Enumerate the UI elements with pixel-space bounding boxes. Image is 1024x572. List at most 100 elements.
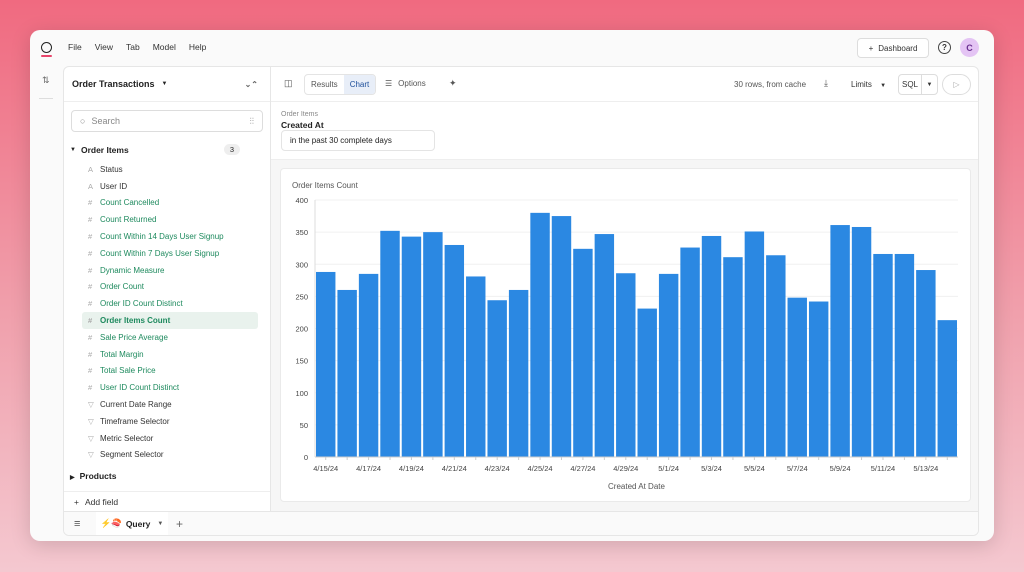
field-label: Current Date Range bbox=[100, 400, 172, 410]
field-item[interactable]: # Order Count bbox=[82, 279, 258, 296]
options-button[interactable]: ☰ Options bbox=[385, 79, 426, 88]
field-item[interactable]: # Total Sale Price bbox=[82, 363, 258, 380]
field-label: Count Within 7 Days User Signup bbox=[100, 248, 220, 258]
bar bbox=[551, 216, 572, 457]
collapse-icon[interactable]: ⌄⌃ bbox=[244, 79, 258, 89]
add-field-button[interactable]: + Add field bbox=[64, 491, 270, 511]
field-label: Timeframe Selector bbox=[100, 416, 170, 426]
bar bbox=[744, 231, 765, 457]
hash-icon: # bbox=[88, 349, 93, 359]
bar bbox=[808, 301, 829, 457]
bar bbox=[616, 273, 636, 457]
play-icon: ▷ bbox=[953, 80, 960, 89]
field-label: User ID Count Distinct bbox=[100, 383, 180, 393]
field-label: Count Cancelled bbox=[100, 198, 160, 208]
field-item[interactable]: A User ID bbox=[82, 178, 258, 195]
menu-model[interactable]: Model bbox=[152, 42, 176, 52]
menubar: File View Tab Model Help + Dashboard ? C bbox=[30, 30, 994, 66]
menu-help[interactable]: Help bbox=[188, 42, 207, 52]
x-tick-label: 4/15/24 bbox=[313, 464, 338, 473]
bar bbox=[573, 248, 593, 457]
caret-down-icon[interactable]: ▼ bbox=[157, 520, 164, 527]
hash-icon: # bbox=[88, 332, 93, 342]
tab-emoji: ⚡🍣 bbox=[100, 518, 122, 528]
menu-icon[interactable]: ≡ bbox=[74, 518, 81, 530]
field-item[interactable]: # Dynamic Measure bbox=[82, 262, 258, 279]
hash-icon: # bbox=[88, 366, 93, 376]
field-label: User ID bbox=[100, 181, 128, 191]
field-label: Sale Price Average bbox=[100, 332, 168, 342]
group-products[interactable]: ▶ Products bbox=[70, 471, 116, 481]
filter-view-label: Order Items bbox=[281, 111, 318, 118]
filter-icon: ▽ bbox=[88, 433, 94, 443]
new-tab-button[interactable]: + bbox=[176, 517, 184, 531]
caret-down-icon[interactable]: ▼ bbox=[926, 81, 933, 88]
field-item[interactable]: ▽ Segment Selector bbox=[82, 447, 258, 464]
bar bbox=[337, 289, 357, 457]
y-tick-label: 100 bbox=[295, 389, 308, 398]
field-item[interactable]: ▽ Metric Selector bbox=[82, 430, 258, 447]
search-input[interactable]: ○ Search ⫶⫶ bbox=[71, 110, 263, 132]
limits-label: Limits bbox=[851, 80, 872, 89]
search-placeholder: Search bbox=[91, 116, 120, 126]
bar bbox=[787, 297, 807, 457]
dashboard-label: Dashboard bbox=[878, 43, 918, 53]
bar bbox=[658, 273, 679, 457]
field-label: Count Within 14 Days User Signup bbox=[100, 232, 224, 242]
menu-view[interactable]: View bbox=[94, 42, 113, 52]
field-item[interactable]: # Sale Price Average bbox=[82, 329, 258, 346]
menu-tab[interactable]: Tab bbox=[125, 42, 140, 52]
field-item[interactable]: # Order Items Count bbox=[82, 312, 258, 329]
add-dashboard-button[interactable]: + Dashboard bbox=[857, 38, 929, 58]
bar bbox=[380, 230, 400, 457]
x-tick-label: 5/13/24 bbox=[913, 464, 938, 473]
view-toggle: Results Chart bbox=[304, 74, 377, 95]
filter-settings-icon[interactable]: ⫶⫶ bbox=[249, 115, 254, 126]
y-tick-label: 0 bbox=[304, 453, 308, 462]
text-icon: A bbox=[88, 164, 94, 174]
app-logo-icon bbox=[41, 42, 52, 53]
avatar[interactable]: C bbox=[960, 38, 979, 57]
selected-count-badge: 3 bbox=[223, 144, 240, 155]
field-item[interactable]: ▽ Current Date Range bbox=[82, 396, 258, 413]
y-tick-label: 150 bbox=[295, 357, 308, 366]
field-item[interactable]: # Count Cancelled bbox=[82, 195, 258, 212]
toggle-sidebar-icon[interactable]: ◫ bbox=[284, 78, 293, 88]
limits-dropdown[interactable]: Limits ▼ bbox=[851, 80, 886, 89]
field-label: Total Margin bbox=[100, 349, 144, 359]
bar bbox=[487, 300, 507, 457]
filter-icon: ▽ bbox=[88, 400, 94, 410]
ai-sparkle-icon[interactable]: ✦ bbox=[449, 78, 457, 88]
x-tick-label: 5/9/24 bbox=[830, 464, 851, 473]
group-order-items[interactable]: ▼ Order Items 3 bbox=[70, 144, 240, 155]
tab-results[interactable]: Results bbox=[311, 80, 338, 89]
sql-button[interactable]: SQL ▼ bbox=[898, 74, 938, 95]
menu-file[interactable]: File bbox=[68, 42, 82, 52]
field-item[interactable]: # Count Within 7 Days User Signup bbox=[82, 245, 258, 262]
field-item[interactable]: # Count Within 14 Days User Signup bbox=[82, 228, 258, 245]
text-icon: A bbox=[88, 181, 94, 191]
field-item[interactable]: # Count Returned bbox=[82, 211, 258, 228]
field-item[interactable]: ▽ Timeframe Selector bbox=[82, 413, 258, 430]
y-tick-label: 200 bbox=[295, 325, 308, 334]
help-icon[interactable]: ? bbox=[938, 41, 951, 54]
y-tick-label: 400 bbox=[295, 196, 308, 205]
field-label: Order Items Count bbox=[100, 316, 171, 326]
tab-query[interactable]: ⚡🍣 Query ▼ bbox=[96, 512, 168, 535]
field-item[interactable]: # User ID Count Distinct bbox=[82, 379, 258, 396]
filter-value-input[interactable]: in the past 30 complete days bbox=[281, 130, 435, 151]
run-button[interactable]: ▷ bbox=[942, 74, 971, 95]
explore-selector[interactable]: Order Transactions ▼ ⌄⌃ bbox=[64, 67, 270, 102]
field-item[interactable]: # Order ID Count Distinct bbox=[82, 295, 258, 312]
field-item[interactable]: # Total Margin bbox=[82, 346, 258, 363]
filter-bar: Order Items Created At in the past 30 co… bbox=[271, 102, 978, 160]
tab-chart[interactable]: Chart bbox=[343, 75, 376, 94]
git-branch-icon[interactable]: ⇅ bbox=[42, 75, 50, 85]
field-label: Dynamic Measure bbox=[100, 265, 165, 275]
bar bbox=[530, 212, 550, 457]
hash-icon: # bbox=[88, 383, 93, 393]
field-item[interactable]: A Status bbox=[82, 161, 258, 178]
download-icon[interactable]: ⤓ bbox=[824, 78, 828, 88]
tab-label: Query bbox=[125, 518, 151, 529]
bar bbox=[358, 273, 379, 457]
